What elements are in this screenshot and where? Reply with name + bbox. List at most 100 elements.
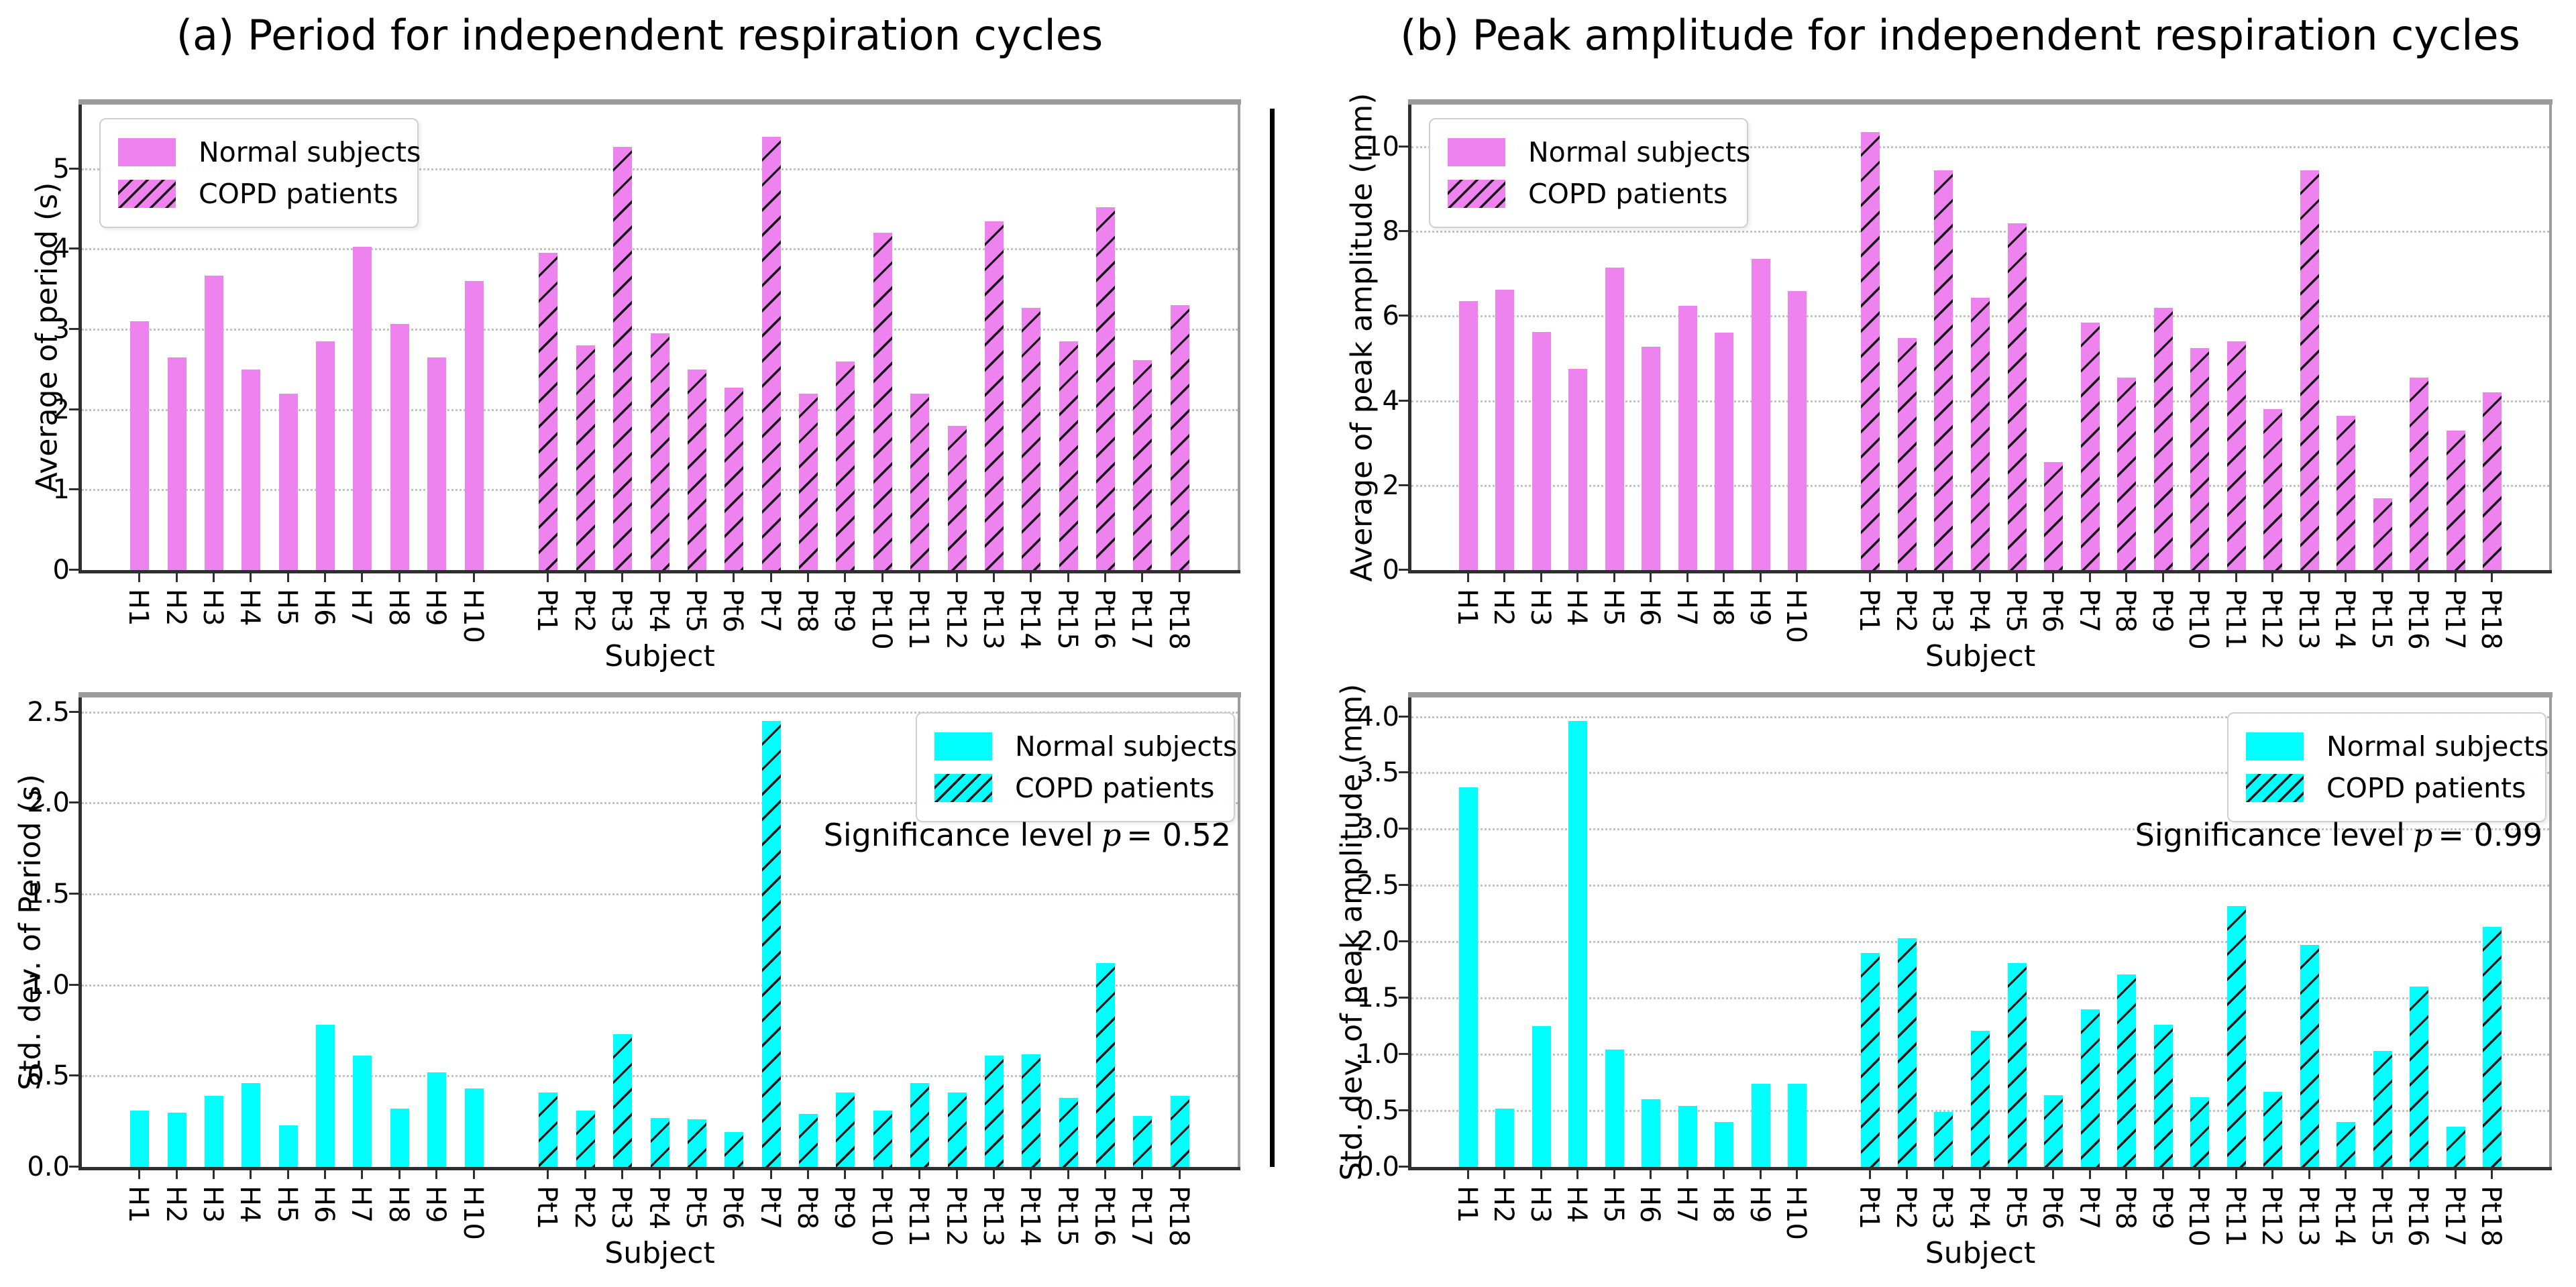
bar-H7 <box>1678 1106 1697 1167</box>
bar-Pt2 <box>576 1110 595 1167</box>
x-tick-mark <box>175 1170 178 1179</box>
x-tick-label-Pt9: Pt9 <box>828 1186 860 1230</box>
x-tick-label-H6: H6 <box>1634 1186 1666 1223</box>
x-tick-mark <box>435 1170 438 1179</box>
bar-Pt15 <box>2373 1051 2392 1167</box>
plot-top-spine <box>1408 692 2553 697</box>
bar-H3 <box>204 1096 223 1167</box>
y-tick-label: 4 <box>1382 385 1399 416</box>
x-tick-label-H6: H6 <box>309 589 340 626</box>
bar-Pt8 <box>2117 974 2137 1167</box>
x-tick-mark <box>2125 573 2128 582</box>
x-tick-label-Pt15: Pt15 <box>2365 589 2397 650</box>
y-tick-label: 2.0 <box>1356 926 1399 958</box>
bar-Pt13 <box>984 221 1004 570</box>
y-gridline <box>82 248 1238 251</box>
legend-item-copd: COPD patients <box>2246 767 2528 809</box>
plot-bottom-spine <box>78 1167 1240 1170</box>
y-tick-label: 0.5 <box>1356 1095 1399 1127</box>
x-tick-label-Pt9: Pt9 <box>2146 1186 2178 1230</box>
x-tick-mark <box>2161 1170 2164 1179</box>
bar-H4 <box>1568 368 1588 570</box>
x-tick-label-Pt14: Pt14 <box>2329 589 2361 650</box>
y-gridline <box>1411 772 2549 775</box>
y-tick-mark <box>1399 884 1408 887</box>
legend-item-normal-label: Normal subjects <box>199 136 421 168</box>
significance-label: Significance level <box>823 817 1093 853</box>
significance-p-symbol: p <box>1101 817 1122 853</box>
y-tick-label: 1.0 <box>27 969 70 1001</box>
plot-right-spine <box>2549 692 2552 1167</box>
x-tick-mark <box>324 573 327 582</box>
normal-swatch-icon <box>934 732 992 761</box>
x-tick-label-Pt16: Pt16 <box>1089 589 1120 650</box>
y-gridline <box>1411 231 2549 233</box>
x-tick-mark <box>1796 1170 1799 1179</box>
x-tick-label-Pt13: Pt13 <box>977 589 1008 650</box>
bar-H10 <box>1788 1083 1807 1167</box>
bar-H5 <box>278 393 298 570</box>
bar-Pt15 <box>2373 498 2392 570</box>
bar-Pt18 <box>1170 1096 1189 1167</box>
x-tick-mark <box>435 573 438 582</box>
x-tick-label-Pt12: Pt12 <box>2256 589 2288 650</box>
y-gridline <box>82 802 1238 805</box>
x-tick-mark <box>733 1170 735 1179</box>
legend-item-copd-label: COPD patients <box>199 178 398 210</box>
bar-Pt4 <box>1971 1030 1990 1167</box>
x-tick-label-Pt18: Pt18 <box>2475 589 2507 650</box>
x-tick-mark <box>1650 1170 1652 1179</box>
x-axis-label: Subject <box>1925 639 2036 673</box>
bar-Pt4 <box>650 1117 669 1167</box>
bar-Pt8 <box>799 1114 818 1167</box>
x-tick-mark <box>1576 573 1579 582</box>
bar-H2 <box>167 1112 186 1167</box>
x-tick-label-Pt18: Pt18 <box>2475 1186 2507 1247</box>
copd-hatch-swatch-icon <box>1448 180 1505 208</box>
y-gridline <box>82 329 1238 331</box>
x-tick-mark <box>1178 573 1181 582</box>
x-tick-mark <box>1723 1170 1725 1179</box>
x-tick-label-Pt7: Pt7 <box>754 1186 786 1230</box>
x-tick-mark <box>2161 573 2164 582</box>
y-gridline <box>1411 997 2549 1000</box>
x-tick-mark <box>1104 573 1107 582</box>
x-tick-label-Pt2: Pt2 <box>568 1186 600 1230</box>
x-tick-mark <box>286 573 289 582</box>
x-tick-mark <box>1613 1170 1615 1179</box>
y-tick-mark <box>69 247 78 250</box>
bar-Pt6 <box>724 1132 744 1167</box>
x-tick-label-Pt7: Pt7 <box>2073 1186 2104 1230</box>
bar-H5 <box>1605 1050 1624 1167</box>
bar-Pt8 <box>799 393 818 570</box>
bar-Pt5 <box>687 1119 706 1167</box>
bar-H8 <box>1715 1121 1734 1167</box>
significance-value: = 0.99 <box>2438 817 2542 853</box>
bar-H4 <box>241 369 261 570</box>
bar-Pt2 <box>576 345 595 570</box>
y-tick-label: 3 <box>52 314 70 345</box>
bar-Pt7 <box>2080 322 2100 570</box>
x-tick-label-Pt17: Pt17 <box>2438 589 2470 650</box>
x-tick-mark <box>175 573 178 582</box>
x-tick-label-H7: H7 <box>345 589 377 626</box>
x-axis-label: Subject <box>1925 1236 2036 1270</box>
x-tick-label-H5: H5 <box>1597 589 1629 626</box>
x-tick-mark <box>658 573 661 582</box>
legend-box: Normal subjects COPD patients <box>916 712 1237 822</box>
bar-H1 <box>1458 787 1478 1167</box>
x-tick-label-Pt1: Pt1 <box>1854 1186 1885 1230</box>
y-tick-mark <box>1399 997 1408 999</box>
bar-H1 <box>130 321 150 570</box>
x-tick-label-Pt16: Pt16 <box>2402 589 2434 650</box>
x-tick-label-H10: H10 <box>1780 589 1812 643</box>
y-tick-label: 2.0 <box>27 787 70 819</box>
y-tick-mark <box>69 893 78 895</box>
y-tick-label: 4.0 <box>1356 701 1399 732</box>
y-tick-mark <box>1399 1109 1408 1112</box>
y-tick-label: 1.5 <box>1356 983 1399 1014</box>
x-tick-label-Pt10: Pt10 <box>2183 1186 2214 1247</box>
bar-Pt5 <box>687 369 706 570</box>
x-tick-label-Pt13: Pt13 <box>2292 589 2324 650</box>
x-tick-label-Pt11: Pt11 <box>903 589 934 650</box>
